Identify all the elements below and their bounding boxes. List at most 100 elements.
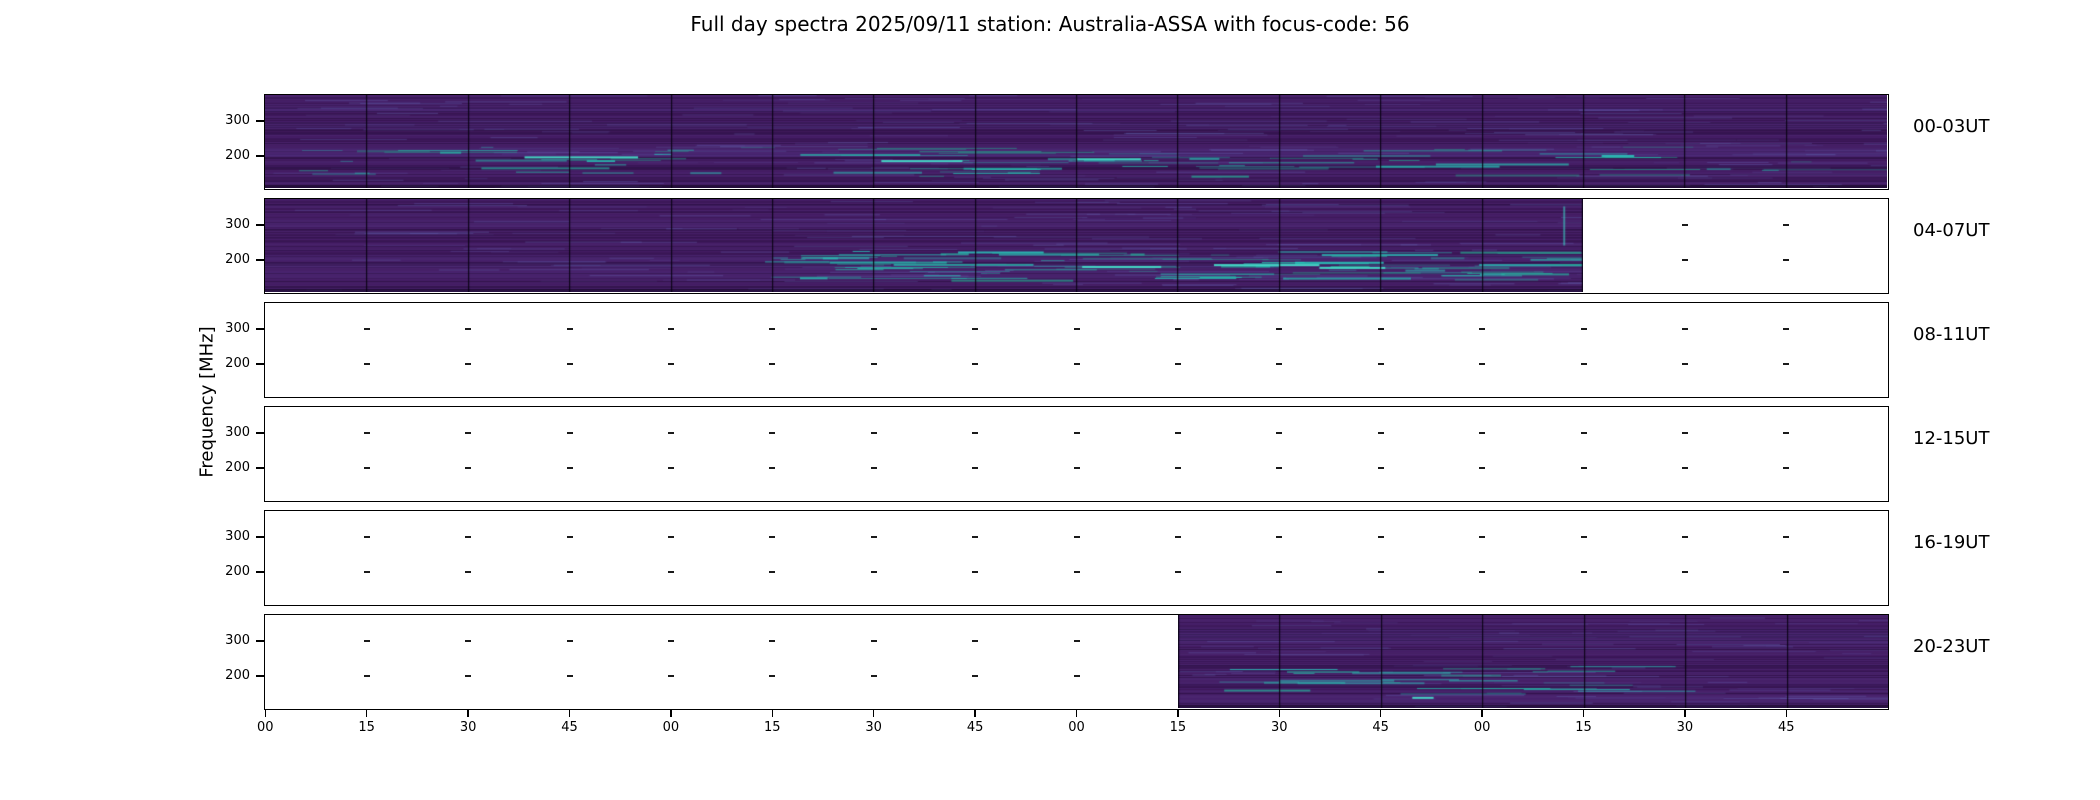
segment-ytick-mark [870,675,877,677]
segment-ytick-mark [1479,432,1486,434]
spectrogram-image-04-07UT [265,199,1583,292]
x-tick-mark [1785,710,1788,717]
spectrogram-image-00-03UT [265,95,1887,188]
x-tick-mark [365,710,368,717]
x-tick-label: 00 [662,720,680,735]
segment-ytick-mark [667,640,674,642]
panel-time-label: 08-11UT [1913,324,1990,345]
y-tick-mark [256,224,264,226]
segment-ytick-mark [870,432,877,434]
segment-ytick-mark [667,328,674,330]
y-tick-label: 300 [225,425,250,440]
segment-ytick-mark [465,571,472,573]
x-tick-label: 45 [966,720,984,735]
x-tick-label: 45 [561,720,578,735]
x-tick-label: 45 [1778,720,1795,735]
segment-ytick-mark [667,571,674,573]
panel-time-label: 04-07UT [1913,220,1990,241]
segment-ytick-mark [972,536,979,538]
segment-ytick-mark [465,328,472,330]
segment-ytick-mark [1377,467,1384,469]
x-tick-label: 30 [1271,720,1288,735]
x-tick-label: 30 [865,720,882,735]
y-tick-label: 200 [225,252,250,267]
x-tick-mark [872,710,875,717]
segment-ytick-mark [1174,328,1181,330]
segment-ytick-mark [769,536,776,538]
segment-ytick-mark [972,328,979,330]
segment-ytick-mark [972,571,979,573]
segment-ytick-mark [465,363,472,365]
segment-ytick-mark [1377,536,1384,538]
segment-ytick-mark [363,536,370,538]
segment-ytick-mark [566,571,573,573]
segment-ytick-mark [1276,363,1283,365]
segment-ytick-mark [1479,536,1486,538]
segment-ytick-mark [1377,328,1384,330]
segment-ytick-mark [1783,571,1790,573]
segment-ytick-mark [1276,536,1283,538]
segment-ytick-mark [972,363,979,365]
segment-ytick-mark [363,571,370,573]
spectrogram-image-20-23UT [1178,615,1888,708]
segment-ytick-mark [769,328,776,330]
segment-ytick-mark [465,640,472,642]
segment-ytick-mark [1681,536,1688,538]
x-tick-mark [974,710,976,717]
segment-ytick-mark [566,536,573,538]
segment-ytick-mark [667,363,674,365]
figure-title: Full day spectra 2025/09/11 station: Aus… [690,12,1410,36]
x-tick-label: 30 [1676,720,1694,735]
x-tick-label: 15 [1169,720,1187,735]
x-tick-mark [1177,710,1179,717]
segment-ytick-mark [1580,328,1587,330]
y-tick-mark [256,120,264,122]
segment-ytick-mark [1681,363,1688,365]
segment-ytick-mark [1783,536,1790,538]
segment-ytick-mark [769,432,776,434]
x-tick-label: 45 [1372,720,1389,735]
segment-ytick-mark [363,328,370,330]
segment-ytick-mark [972,467,979,469]
segment-ytick-mark [1681,259,1688,261]
x-tick-label: 30 [459,720,477,735]
segment-ytick-mark [1377,571,1384,573]
y-tick-mark [256,640,264,642]
panel-time-label: 12-15UT [1913,428,1990,449]
segment-ytick-mark [363,363,370,365]
segment-ytick-mark [1783,467,1790,469]
segment-ytick-mark [1479,363,1486,365]
spectra-panel-08-11UT [264,302,1889,398]
segment-ytick-mark [566,467,573,469]
segment-ytick-mark [769,640,776,642]
segment-ytick-mark [1580,363,1587,365]
segment-ytick-mark [1276,467,1283,469]
segment-ytick-mark [1073,571,1080,573]
segment-ytick-mark [667,467,674,469]
spectra-panel-00-03UT [264,94,1889,190]
y-tick-label: 200 [225,460,250,475]
y-tick-mark [256,155,264,157]
segment-ytick-mark [1681,328,1688,330]
segment-ytick-mark [1073,467,1080,469]
segment-ytick-mark [1783,363,1790,365]
segment-ytick-mark [465,536,472,538]
segment-ytick-mark [566,432,573,434]
segment-ytick-mark [566,363,573,365]
segment-ytick-mark [1681,432,1688,434]
panel-time-label: 00-03UT [1913,116,1990,137]
segment-ytick-mark [1174,432,1181,434]
y-tick-label: 200 [225,148,250,163]
y-tick-label: 200 [225,564,250,579]
y-tick-mark [256,328,264,330]
x-tick-mark [1481,710,1483,717]
segment-ytick-mark [870,571,877,573]
segment-ytick-mark [870,328,877,330]
x-tick-mark [670,710,672,717]
segment-ytick-mark [1276,571,1283,573]
segment-ytick-mark [1276,432,1283,434]
segment-ytick-mark [1174,571,1181,573]
segment-ytick-mark [667,536,674,538]
panel-time-label: 16-19UT [1913,532,1990,553]
